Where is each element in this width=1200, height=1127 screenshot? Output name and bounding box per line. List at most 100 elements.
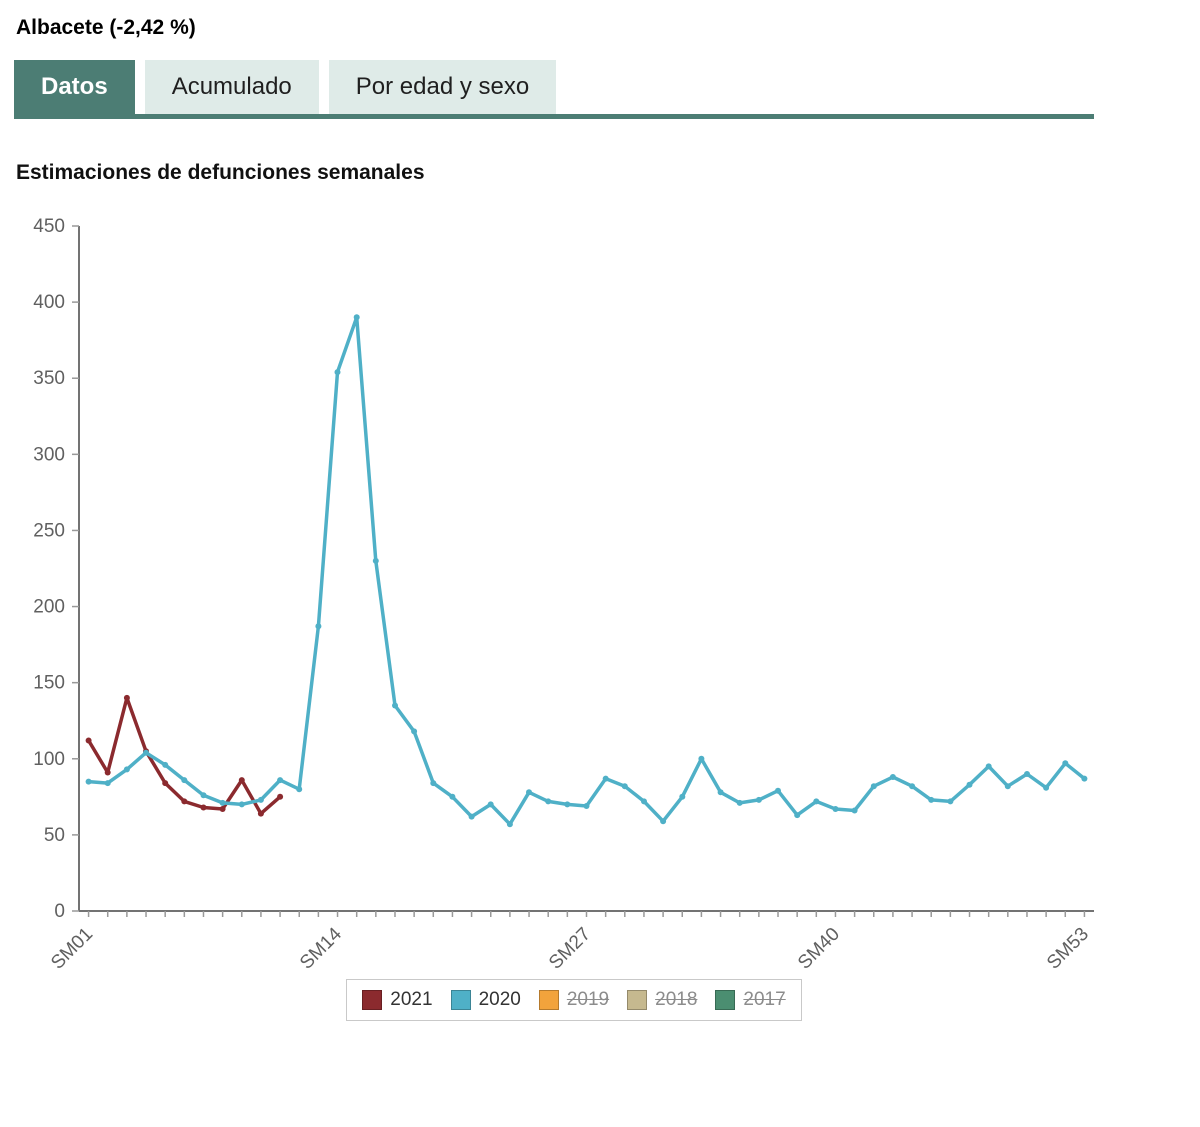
data-point-2020 [430,780,437,787]
data-point-2021 [238,777,245,784]
y-axis-label: 400 [33,292,65,313]
data-point-2020 [755,796,762,803]
data-point-2020 [238,801,245,808]
data-point-2020 [200,792,207,799]
data-point-2021 [200,804,207,811]
data-point-2020 [449,793,456,800]
data-point-2020 [181,777,188,784]
data-point-2020 [1062,760,1069,767]
data-point-2020 [717,789,724,796]
page-title: Albacete (-2,42 %) [16,16,196,39]
data-point-2020 [277,777,284,784]
data-point-2020 [219,799,226,806]
x-axis-label: SM53 [1043,924,1093,974]
data-point-2021 [277,793,284,800]
data-point-2021 [257,810,264,817]
y-axis-label: 50 [44,825,65,846]
tab-datos[interactable]: Datos [14,60,135,114]
axis-labels: 0 50 100 150 200 250 300 350 400 450 SM01 SM14 SM27 S… [33,216,1093,974]
data-point-2021 [123,694,130,701]
data-point-2020 [889,774,896,780]
x-axis-label: SM01 [47,924,97,974]
data-point-2020 [1004,783,1011,790]
weekly-deaths-line-chart[interactable]: 0 50 100 150 200 250 300 350 400 450 SM01 SM14 SM27 S… [14,191,1134,979]
data-point-2020 [334,369,341,376]
legend-label: 2017 [743,989,786,1010]
data-point-2020 [143,749,149,756]
data-point-2020 [832,806,839,812]
series-2020 [85,314,1088,828]
data-point-2020 [506,821,513,828]
data-point-2021 [162,780,169,787]
chart-legend: 2021 2020 2019 2018 2017 [346,979,802,1021]
data-point-2020 [583,803,590,809]
data-point-2021 [85,737,92,744]
x-axis-label: SM14 [296,923,346,973]
data-point-2020 [736,799,743,806]
legend-item-2021[interactable]: 2021 [362,989,433,1011]
legend-item-2017[interactable]: 2017 [715,989,786,1011]
data-point-2020 [660,818,667,825]
legend-item-2018[interactable]: 2018 [627,989,697,1011]
data-point-2020 [602,775,609,782]
y-axis-label: 300 [33,444,65,465]
data-point-2020 [641,798,647,805]
legend-wrap: 2021 2020 2019 2018 2017 [14,979,1134,1021]
data-point-2020 [679,793,686,800]
data-point-2020 [775,787,781,794]
data-point-2021 [219,806,226,812]
legend-label: 2021 [390,989,433,1010]
data-point-2020 [1043,784,1050,791]
data-point-2020 [162,761,169,768]
data-point-2020 [947,798,954,805]
y-axis-label: 150 [33,673,65,694]
data-point-2020 [123,766,130,773]
y-axis-label: 0 [54,901,65,922]
data-point-2020 [870,783,877,790]
y-axis-label: 100 [33,749,65,770]
legend-item-2019[interactable]: 2019 [538,989,610,1011]
data-point-2020 [1024,771,1030,777]
data-point-2020 [909,783,916,790]
data-point-2020 [564,801,571,808]
data-point-2020 [315,623,322,630]
data-point-2020 [257,796,264,803]
data-point-2020 [545,798,552,805]
data-point-2020 [526,789,532,796]
y-axis-label: 200 [33,597,65,618]
legend-swatch-2020 [450,990,471,1010]
data-point-2020 [104,780,111,787]
legend-label: 2019 [566,989,610,1010]
data-point-2020 [794,812,801,819]
data-point-2020 [698,755,705,762]
data-point-2021 [104,769,111,776]
y-axis-label: 250 [33,520,65,541]
data-point-2020 [85,778,92,785]
data-point-2020 [487,801,494,808]
x-axis-label: SM40 [794,924,844,974]
legend-swatch-2021 [362,990,383,1010]
data-point-2020 [985,763,992,770]
data-point-2021 [181,798,188,805]
axis-ticks [72,225,1086,917]
data-point-2020 [392,702,398,709]
data-point-2020 [353,314,360,321]
tab-bar: Datos Acumulado Por edad y sexo [14,60,1094,119]
legend-swatch-2019 [538,990,559,1010]
data-point-2020 [966,781,973,788]
data-point-2020 [928,796,935,803]
legend-swatch-2017 [715,990,736,1010]
y-axis-label: 350 [33,368,65,389]
tab-acumulado[interactable]: Acumulado [144,60,319,114]
legend-item-2020[interactable]: 2020 [450,989,521,1011]
tab-por-edad-y-sexo[interactable]: Por edad y sexo [328,60,557,114]
data-point-2020 [372,557,379,564]
x-axis-label: SM27 [545,924,595,974]
chart-title: Estimaciones de defunciones semanales [16,161,425,184]
data-point-2020 [468,813,475,820]
data-point-2020 [621,783,628,790]
legend-swatch-2018 [627,990,648,1010]
data-point-2020 [1081,775,1088,782]
data-point-2020 [411,728,418,735]
